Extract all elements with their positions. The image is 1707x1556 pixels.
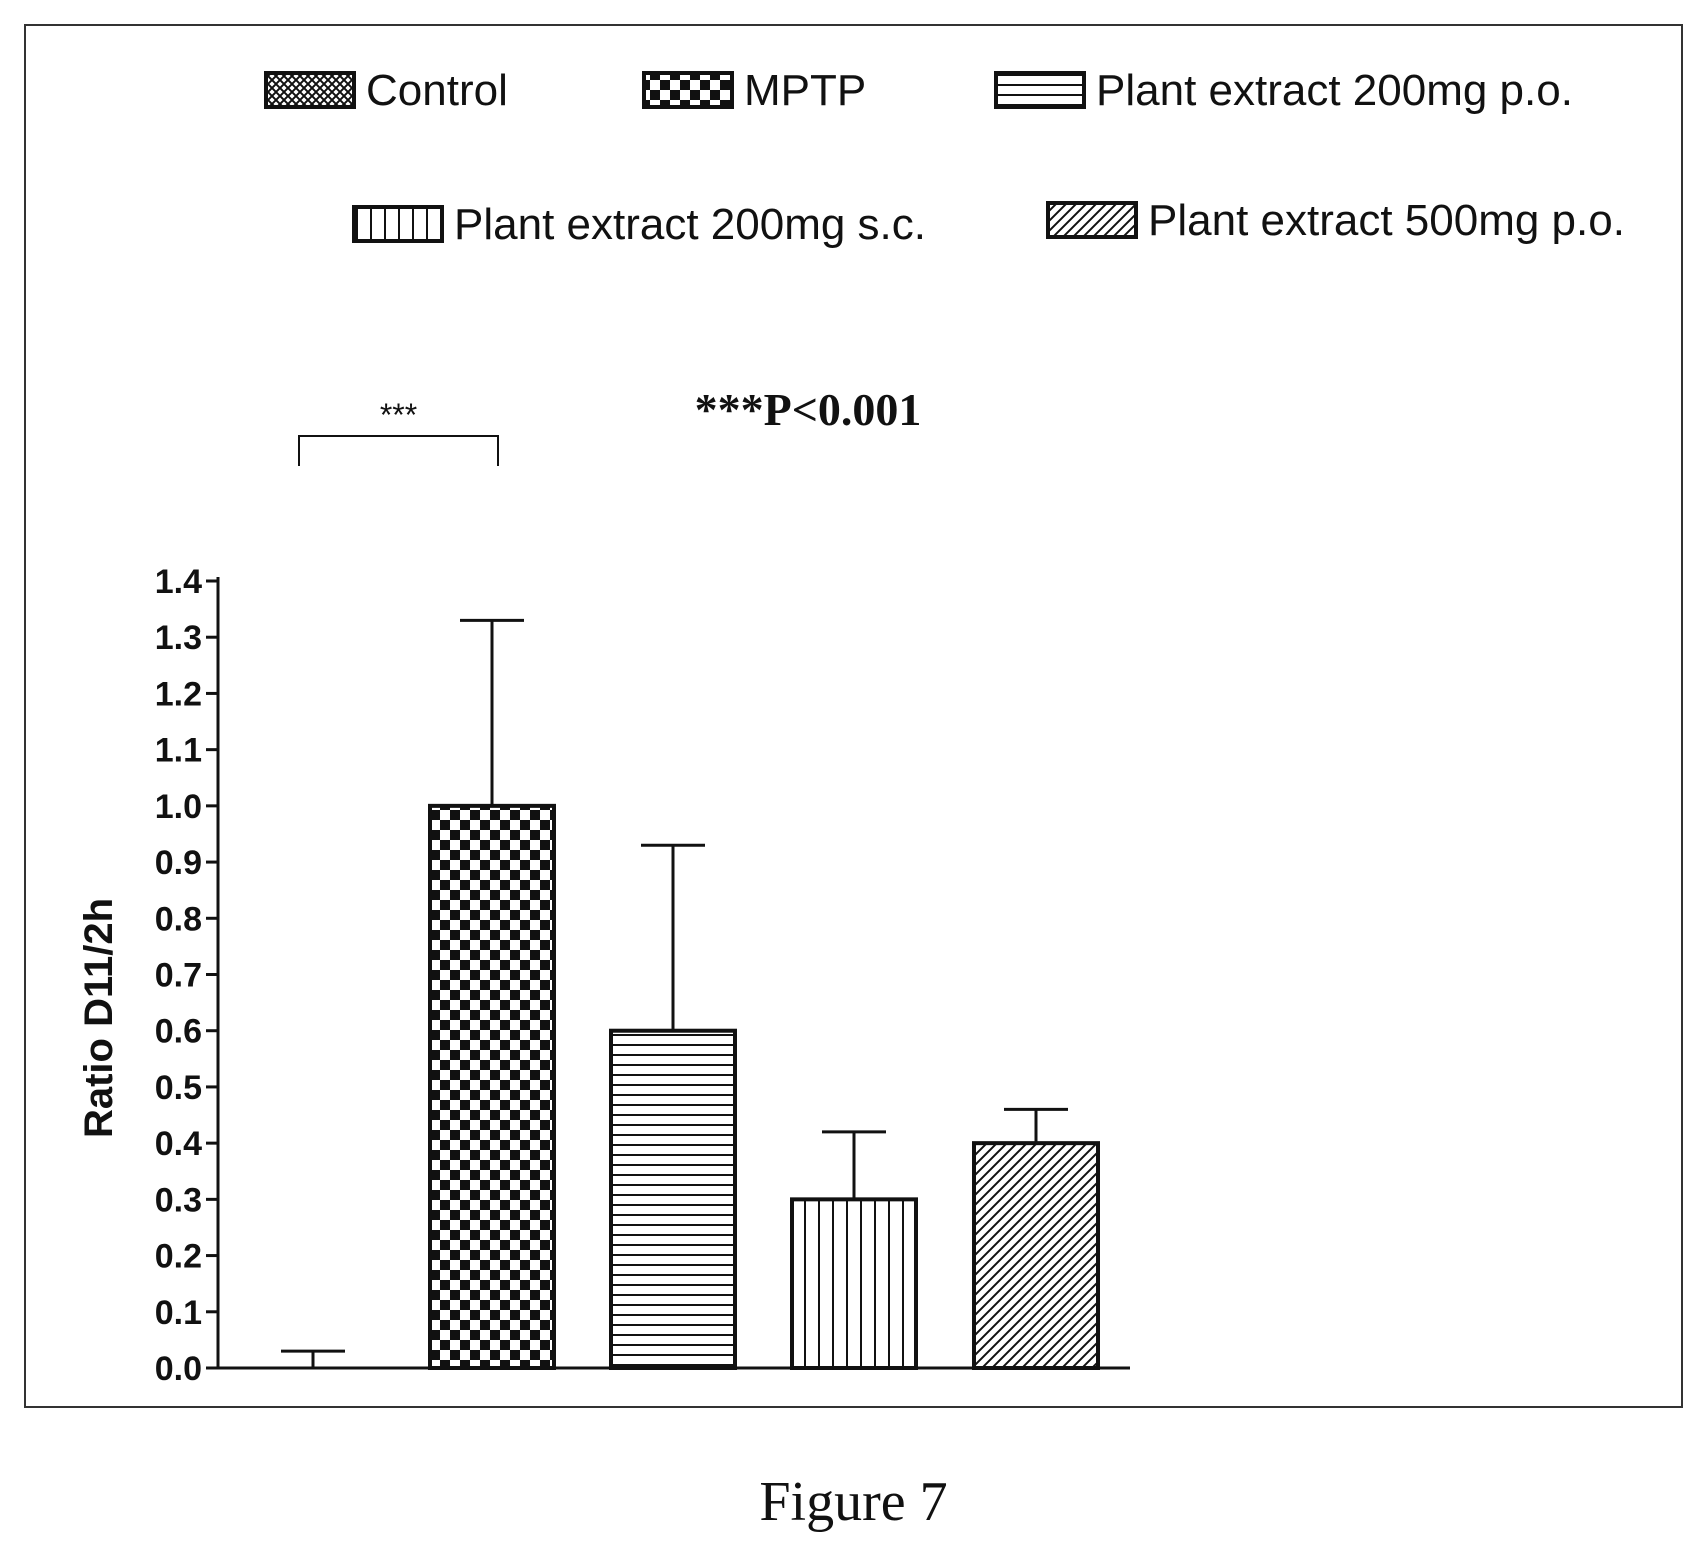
y-tick-label: 1.0 bbox=[155, 788, 202, 826]
p-value-label: ***P<0.001 bbox=[695, 384, 922, 435]
y-tick-label: 1.3 bbox=[155, 619, 202, 657]
significance-bracket bbox=[298, 435, 499, 466]
y-tick-label: 0.9 bbox=[155, 844, 202, 882]
y-tick-labels: 0.0 0.1 0.2 0.3 0.4 0.5 0.6 0.7 0.8 0.9 1.0 1.1 1.2 1… bbox=[155, 563, 202, 1388]
bar-4 bbox=[790, 1197, 918, 1371]
bar-5 bbox=[972, 1141, 1100, 1370]
y-tick-label: 0.5 bbox=[155, 1069, 202, 1107]
legend-swatch-5 bbox=[1046, 201, 1138, 239]
figure-caption: Figure 7 bbox=[759, 1471, 948, 1533]
legend-swatch-2 bbox=[642, 71, 734, 109]
bar-2 bbox=[428, 803, 556, 1370]
y-tick-label: 0.6 bbox=[155, 1013, 202, 1051]
y-tick-label: 0.1 bbox=[155, 1294, 202, 1332]
y-tick-label: 1.2 bbox=[155, 675, 202, 713]
axes bbox=[206, 577, 1130, 1370]
error-bars bbox=[281, 618, 1068, 1368]
legend-label-4: Plant extract 200mg s.c. bbox=[454, 200, 926, 249]
y-tick-label: 0.8 bbox=[155, 900, 202, 938]
significance-stars: *** bbox=[380, 397, 417, 433]
y-tick-label: 0.2 bbox=[155, 1238, 202, 1276]
y-tick-label: 0.4 bbox=[155, 1125, 202, 1163]
legend-label-3: Plant extract 200mg p.o. bbox=[1096, 66, 1573, 115]
legend-swatch-1 bbox=[264, 71, 356, 109]
bar-chart: Control MPTP Plant extract 200mg p.o. Plant… bbox=[77, 66, 1625, 1388]
legend-label-2: MPTP bbox=[744, 66, 866, 115]
y-tick-label: 0.7 bbox=[155, 957, 202, 995]
y-tick-label: 1.4 bbox=[155, 563, 202, 601]
legend-swatch-3 bbox=[994, 71, 1086, 109]
y-tick-label: 0.0 bbox=[155, 1350, 202, 1388]
bars bbox=[428, 803, 1100, 1371]
legend-swatch-4 bbox=[352, 205, 444, 243]
y-tick-label: 0.3 bbox=[155, 1181, 202, 1219]
y-tick-label: 1.1 bbox=[155, 732, 202, 770]
significance-annotation: *** ***P<0.001 bbox=[298, 384, 922, 466]
legend-label-1: Control bbox=[366, 66, 508, 115]
legend: Control MPTP Plant extract 200mg p.o. Plant… bbox=[264, 66, 1625, 249]
bar-3 bbox=[609, 1028, 737, 1370]
legend-label-5: Plant extract 500mg p.o. bbox=[1148, 196, 1625, 245]
y-axis-title: Ratio D11/2h bbox=[77, 898, 121, 1138]
